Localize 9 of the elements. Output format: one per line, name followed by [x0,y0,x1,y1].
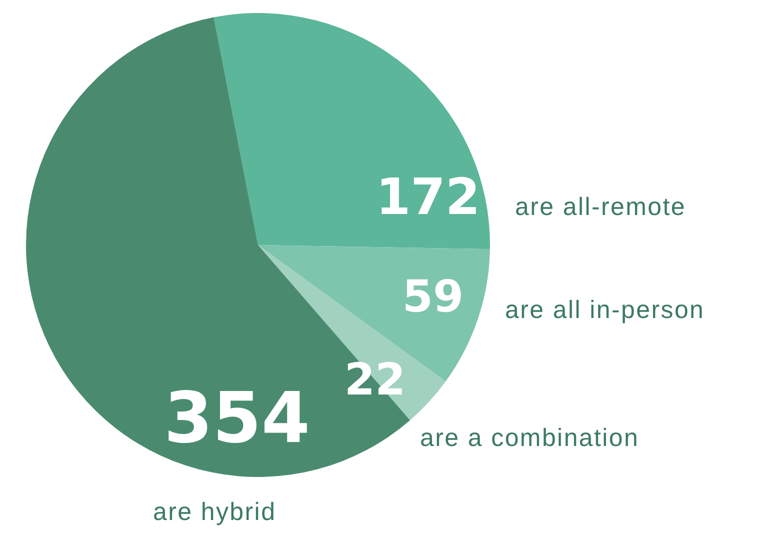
data-label: 22 [344,354,406,406]
slice-label: are all in-person [505,296,705,324]
pie-slice [214,13,490,250]
data-label: 59 [402,272,464,322]
data-label: 172 [376,168,480,226]
slice-label: are hybrid [153,498,276,526]
slice-label: are a combination [420,424,640,452]
slice-label: are all-remote [515,193,686,221]
data-label: 354 [164,377,310,459]
